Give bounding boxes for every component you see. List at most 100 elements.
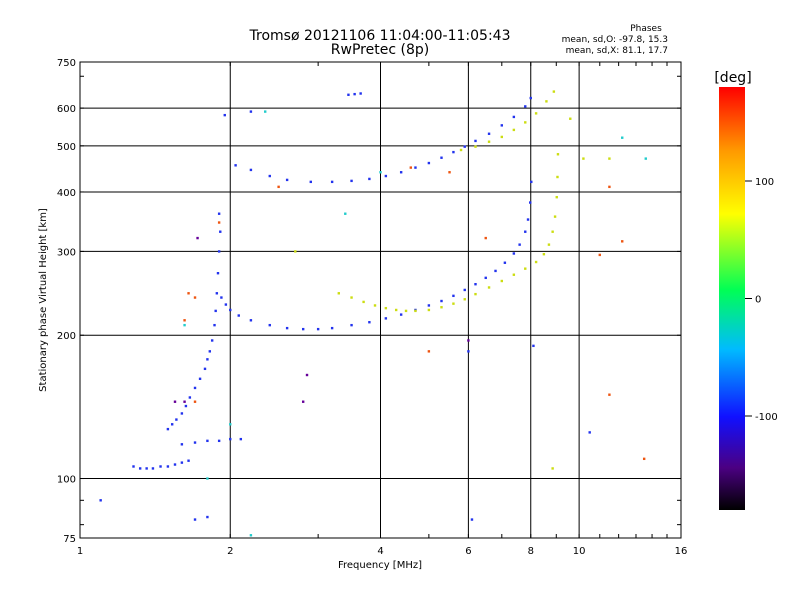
data-point-noise (217, 221, 221, 224)
data-point-o (187, 459, 190, 462)
data-point-o (524, 230, 527, 233)
data-point-o (170, 423, 174, 426)
data-points (99, 90, 647, 537)
data-point-o (138, 467, 142, 470)
y-tick-label: 300 (57, 247, 76, 258)
data-point-o (414, 166, 417, 169)
data-point-x (534, 112, 538, 115)
data-point-x (459, 148, 463, 152)
data-point-noise (379, 171, 382, 174)
data-point-o (350, 179, 353, 183)
data-point-noise (642, 457, 646, 461)
data-point-o (210, 339, 214, 342)
data-point-x (512, 128, 516, 132)
data-point-noise (277, 185, 280, 189)
data-point-o (512, 115, 516, 119)
data-point-o (214, 309, 217, 313)
data-point-o (359, 92, 362, 95)
data-point-o (494, 269, 497, 273)
data-point-o (350, 323, 353, 327)
data-point-o (206, 515, 209, 519)
data-point-o (213, 323, 216, 327)
data-point-x (373, 304, 377, 307)
x-tick-label: 2 (227, 546, 233, 557)
data-point-x (474, 292, 477, 296)
data-point-o (219, 230, 222, 233)
data-point-x (542, 252, 546, 256)
data-point-noise (467, 339, 470, 342)
data-point-o (193, 518, 197, 521)
data-point-x (404, 309, 408, 313)
data-point-o (463, 288, 466, 292)
data-point-noise (484, 236, 487, 240)
data-point-x (551, 230, 554, 233)
phases-stat-x: mean, sd,X: 81.1, 17.7 (566, 46, 668, 56)
data-point-noise (448, 171, 451, 174)
data-point-noise (249, 534, 253, 537)
data-point-x (463, 298, 466, 301)
data-point-x (556, 175, 559, 179)
x-tick-label: 4 (377, 546, 383, 557)
data-point-o (532, 344, 535, 348)
data-point-x (551, 467, 554, 470)
data-point-x (294, 250, 297, 253)
data-point-noise (301, 400, 305, 403)
data-point-o (368, 177, 371, 181)
colorbar-ticks: 100 0 -100 (745, 177, 778, 423)
data-point-o (217, 212, 221, 215)
colorbar-tick-label: 0 (755, 295, 761, 306)
data-point-o (399, 313, 403, 316)
data-point-noise (608, 393, 611, 396)
data-point-o (316, 327, 320, 331)
data-point-o (166, 427, 170, 431)
data-point-x (512, 273, 516, 276)
data-point-o (180, 443, 184, 446)
data-point-o (229, 308, 232, 312)
data-point-o (193, 441, 197, 444)
data-point-o (180, 412, 184, 415)
data-point-o (474, 283, 477, 286)
data-point-noise (183, 319, 186, 322)
data-point-o (166, 465, 170, 468)
data-point-o (145, 467, 148, 470)
data-point-o (524, 105, 527, 108)
y-tick-label: 100 (57, 475, 76, 486)
y-tick-label: 200 (57, 331, 76, 342)
data-point-x (362, 300, 365, 304)
data-point-o (224, 303, 228, 306)
data-point-o (512, 252, 516, 255)
chart-title: Tromsø 20121106 11:04:00-11:05:43 (249, 28, 511, 44)
data-point-noise (183, 323, 186, 327)
data-point-x (524, 267, 527, 270)
data-point-o (173, 463, 177, 466)
data-point-noise (427, 350, 431, 353)
data-point-o (309, 180, 312, 184)
data-point-o (518, 243, 521, 246)
data-point-x (440, 306, 443, 309)
data-point-o (239, 437, 243, 441)
colorbar (719, 87, 745, 510)
data-point-o (175, 418, 178, 421)
data-point-o (249, 319, 253, 322)
phases-heading: Phases (630, 24, 662, 34)
data-point-o (188, 396, 192, 399)
data-point-o (588, 431, 591, 434)
data-point-noise (621, 240, 624, 243)
data-point-noise (193, 400, 197, 403)
data-point-noise (621, 136, 624, 139)
data-point-o (427, 161, 431, 165)
colorbar-tick-label: 100 (755, 177, 774, 188)
data-point-o (217, 439, 221, 443)
data-point-o (132, 465, 135, 468)
data-point-o (220, 296, 223, 299)
data-point-o (206, 439, 209, 443)
data-point-o (268, 323, 271, 327)
data-point-o (249, 168, 253, 172)
data-point-x (414, 309, 417, 313)
data-point-o (500, 124, 504, 127)
x-tick-label: 8 (528, 546, 534, 557)
data-point-o (452, 150, 455, 154)
data-point-o (368, 321, 371, 324)
colorbar-tick-label: -100 (755, 412, 778, 423)
data-point-o (203, 367, 207, 371)
